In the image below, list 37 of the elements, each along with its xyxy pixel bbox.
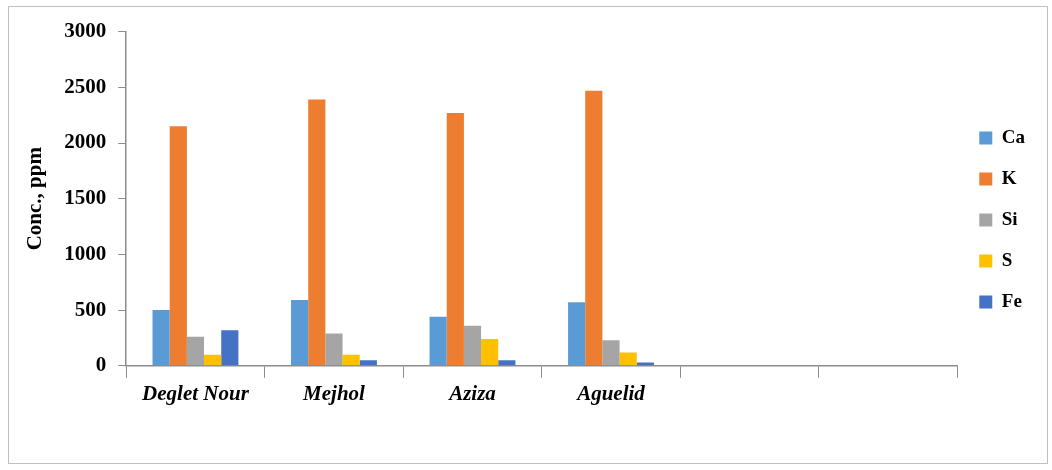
bar [498, 360, 516, 366]
bar [602, 340, 620, 366]
bar [152, 310, 170, 366]
bar [568, 302, 586, 366]
y-axis-title: Conc., ppm [22, 146, 47, 251]
legend-label: Si [1001, 207, 1018, 229]
bar [186, 336, 205, 366]
bar [636, 362, 654, 366]
bar [308, 99, 326, 366]
bar [359, 360, 377, 366]
bar [221, 330, 239, 366]
y-tick-label: 1500 [64, 185, 107, 210]
bar [481, 339, 499, 366]
legend-label: K [1001, 166, 1017, 188]
x-tick-label: Aziza [447, 380, 496, 405]
bar [463, 325, 482, 366]
bar [169, 126, 187, 366]
x-tick-label: Aguelid [575, 380, 646, 405]
bar [204, 354, 222, 366]
bar [585, 90, 603, 366]
bar [325, 333, 343, 366]
bar [342, 354, 360, 366]
y-tick-label: 2500 [64, 73, 107, 98]
y-tick-label: 3000 [64, 18, 107, 43]
legend-label: Ca [1001, 125, 1026, 147]
y-tick-label: 1000 [64, 240, 107, 265]
x-tick-label: Mejhol [302, 380, 366, 405]
y-tick-label: 0 [95, 352, 107, 377]
y-tick-label: 2000 [64, 129, 107, 154]
bar [429, 316, 447, 366]
x-tick-label: Deglet Nour [141, 380, 250, 405]
legend-label: Fe [1001, 289, 1022, 311]
bar [446, 112, 464, 366]
legend-label: S [1001, 248, 1013, 270]
bar [291, 300, 309, 366]
bar [619, 352, 637, 366]
y-tick-label: 500 [74, 296, 107, 321]
